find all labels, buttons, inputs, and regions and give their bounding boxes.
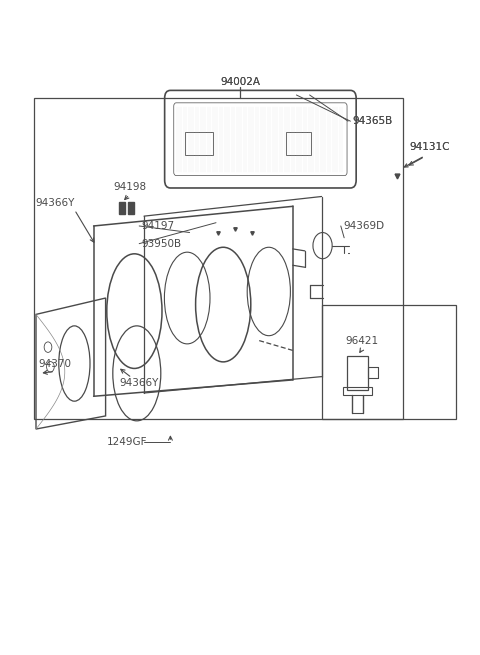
Polygon shape [128, 202, 134, 214]
Bar [185, 132, 213, 155]
Text: 94131C: 94131C [409, 142, 450, 153]
Text: 94197: 94197 [142, 221, 175, 231]
Bar [347, 356, 368, 390]
Bar [286, 132, 311, 155]
Text: 94370: 94370 [39, 358, 72, 369]
Text: 94131C: 94131C [409, 142, 450, 153]
Bar [343, 387, 372, 395]
Text: 94365B: 94365B [353, 116, 393, 126]
Text: 93950B: 93950B [142, 238, 182, 249]
Bar [34, 98, 403, 419]
Text: 96421: 96421 [346, 335, 379, 346]
Polygon shape [119, 202, 125, 214]
Text: 94365B: 94365B [353, 116, 393, 126]
Text: 94369D: 94369D [343, 221, 384, 231]
Text: 94366Y: 94366Y [36, 198, 75, 208]
Text: 94198: 94198 [113, 181, 146, 192]
Bar [322, 305, 456, 419]
Text: 1249GF: 1249GF [107, 437, 147, 447]
Text: 94002A: 94002A [220, 77, 260, 87]
Text: 94366Y: 94366Y [120, 378, 159, 388]
Text: 94002A: 94002A [220, 77, 260, 87]
